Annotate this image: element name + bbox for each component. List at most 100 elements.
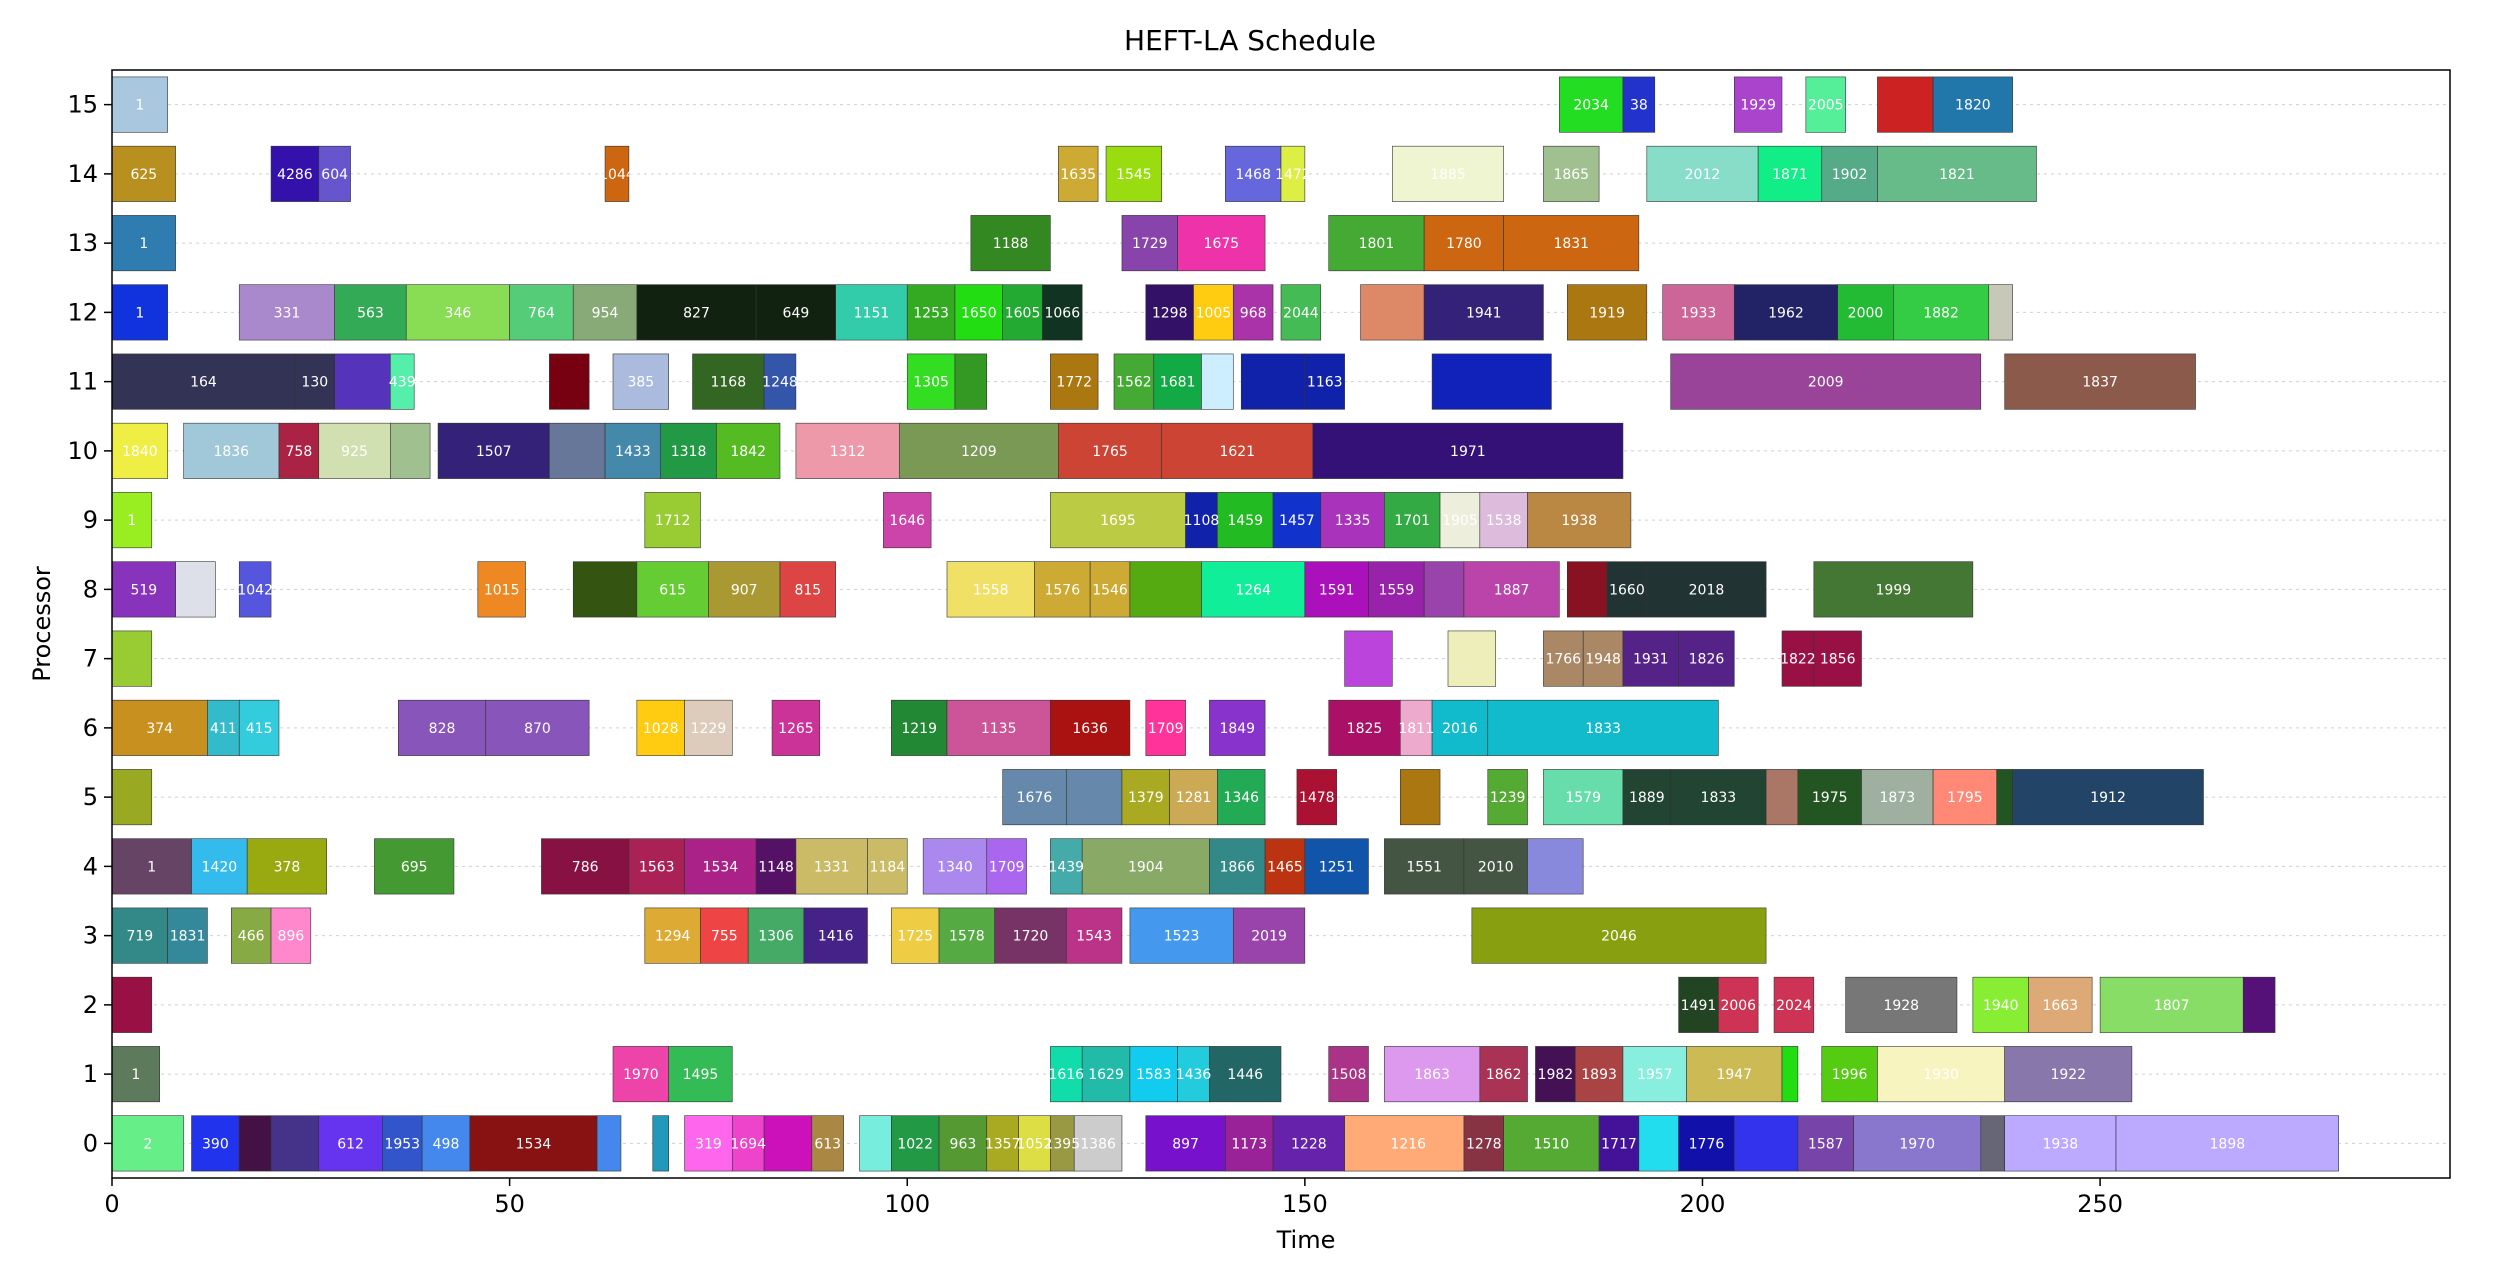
y-tick-label: 9 [83,506,98,534]
task-label: 1052 [1017,1136,1053,1152]
task-bar [604,145,630,202]
task-label: 1941 [1466,305,1502,321]
y-tick-label: 12 [67,298,98,326]
task-bar [1646,145,1759,202]
task-bar [572,284,638,341]
task-label: 1931 [1633,652,1669,668]
task-label: 968 [1240,305,1267,321]
task-label: 1821 [1939,167,1975,183]
task-bar [1996,769,2013,826]
task-label: 1801 [1359,236,1395,252]
task-bar [986,1115,1019,1172]
task-label: 1905 [1442,513,1478,529]
task-label: 1579 [1565,790,1601,806]
task-bar [1384,492,1441,549]
task-label: 1709 [989,859,1025,875]
task-bar [477,561,526,618]
task-label: 1636 [1072,721,1108,737]
task-label: 1 [131,1067,140,1083]
y-tick-label: 8 [83,575,98,603]
task-bar [2004,353,2196,410]
task-label: 1379 [1128,790,1164,806]
task-bar [1129,1046,1178,1103]
task-label: 1298 [1152,305,1188,321]
task-bar [1670,769,1767,826]
task-label: 828 [429,721,456,737]
task-bar [111,976,153,1033]
task-bar [684,838,757,895]
task-label: 1996 [1832,1067,1868,1083]
task-bar [1606,561,1648,618]
task-bar [1368,561,1425,618]
task-bar [652,1115,669,1172]
task-label: 1953 [384,1136,420,1152]
task-label: 1780 [1446,236,1482,252]
task-bar [1105,145,1163,202]
task-bar [1161,422,1314,479]
task-bar [612,353,669,410]
task-bar [1209,838,1266,895]
task-bar [1264,838,1306,895]
task-bar [1384,1046,1481,1103]
task-label: 1386 [1080,1136,1116,1152]
task-bar [795,838,868,895]
task-bar [390,353,415,410]
task-bar [1853,1115,1982,1172]
task-label: 1725 [897,929,933,945]
task-bar [1399,699,1433,756]
task-bar [1201,353,1234,410]
task-bar [1622,630,1679,687]
task-bar [405,284,510,341]
task-bar [111,422,168,479]
task-label: 2018 [1689,582,1725,598]
task-label: 1248 [762,375,798,391]
task-label: 1318 [671,444,707,460]
task-bar [1328,699,1401,756]
task-bar [2004,1046,2133,1103]
task-bar [1081,1046,1131,1103]
task-label: 1940 [1983,998,2019,1014]
task-label: 1893 [1581,1067,1617,1083]
task-label: 1681 [1160,375,1196,391]
task-label: 1898 [2210,1136,2246,1152]
y-tick-label: 13 [67,229,98,257]
task-bar [1360,284,1425,341]
task-label: 1629 [1088,1067,1124,1083]
task-bar [1678,976,1719,1033]
task-bar [1646,561,1767,618]
task-label: 1826 [1689,652,1725,668]
task-label: 1173 [1231,1136,1267,1152]
task-bar [111,699,208,756]
task-bar [1781,1046,1799,1103]
x-axis-label: Time [1276,1226,1336,1254]
task-label: 755 [711,929,738,945]
task-label: 1889 [1629,790,1665,806]
task-label: 1439 [1048,859,1084,875]
task-label: 519 [130,582,157,598]
task-label: 1465 [1267,859,1303,875]
task-label: 1675 [1204,236,1240,252]
task-bar [795,422,900,479]
task-bar [1081,838,1210,895]
task-label: 1709 [1148,721,1184,737]
task-label: 4286 [277,167,313,183]
task-bar [1877,145,2037,202]
task-bar [191,838,248,895]
task-bar [883,492,932,549]
task-label: 130 [301,375,328,391]
y-axis-label: Processor [28,566,56,682]
task-bar [1304,561,1369,618]
task-bar [1232,284,1274,341]
task-bar [572,561,638,618]
task-label: 1833 [1585,721,1621,737]
task-bar [906,353,956,410]
task-label: 2 [143,1136,152,1152]
task-bar [390,422,431,479]
task-bar [906,284,956,341]
task-label: 1558 [973,582,1009,598]
x-tick-label: 100 [884,1190,930,1218]
y-tick-label: 1 [83,1060,98,1088]
task-bar [270,145,320,202]
task-label: 1559 [1378,582,1414,598]
